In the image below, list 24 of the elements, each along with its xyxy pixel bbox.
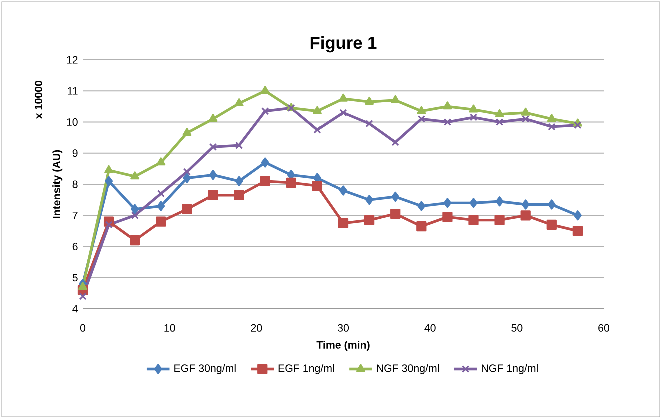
y-tick-label: 10 [67, 118, 78, 126]
y-tick-label: 6 [72, 242, 78, 251]
y-tick-label: 9 [72, 150, 78, 158]
legend-label: NGF 1ng/ml [482, 364, 538, 374]
y-tick-label: 4 [72, 305, 78, 313]
y-tick-label: 8 [72, 180, 78, 188]
x-tick-label: 40 [424, 324, 436, 332]
x-tick-label: 30 [338, 324, 350, 332]
x-tick-label: 50 [512, 324, 523, 332]
x-tick-label: 10 [164, 324, 176, 332]
y-tick-label: 12 [67, 56, 78, 64]
x-tick-label: 0 [80, 324, 86, 332]
x-axis-title: Time (min) [316, 341, 370, 352]
x-tick-label: 20 [251, 324, 262, 332]
x-tick-label: 60 [598, 324, 610, 332]
text: x 10000 [34, 81, 42, 120]
y-axis-title: Intensity (AU) [52, 150, 63, 218]
legend-label: EGF 30ng/ml [174, 364, 236, 374]
y-tick-label: 7 [72, 212, 78, 220]
legend-label: NGF 30ng/ml [377, 364, 440, 374]
y-tick-label: 5 [72, 274, 78, 282]
y-tick-label: 11 [68, 87, 78, 95]
chart-title: Figure 1 [310, 36, 377, 53]
legend-label: EGF 1ng/ml [278, 364, 334, 374]
